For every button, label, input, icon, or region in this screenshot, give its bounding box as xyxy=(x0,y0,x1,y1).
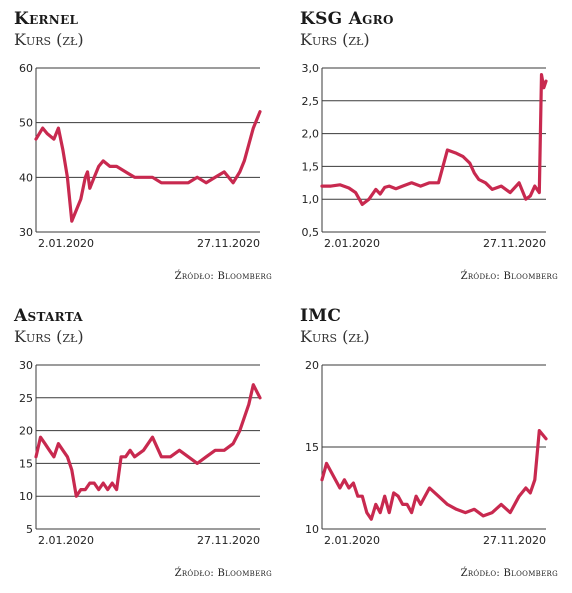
y-tick-label: 2,0 xyxy=(302,128,320,141)
y-tick-label: 15 xyxy=(305,441,319,454)
y-tick-label: 25 xyxy=(19,392,33,405)
x-tick-label: 27.11.2020 xyxy=(197,534,260,547)
y-tick-label: 20 xyxy=(305,359,319,372)
chart-plot: 30 40 50 60 2.01.2020 27.11.2020 xyxy=(19,62,262,250)
y-tick-label: 1,0 xyxy=(302,193,320,206)
y-tick-label: 10 xyxy=(305,523,319,536)
source-note: Źródło: Bloomberg xyxy=(460,271,558,282)
y-tick-label: 5 xyxy=(26,523,33,536)
source-note: Źródło: Bloomberg xyxy=(174,271,272,282)
y-tick-label: 20 xyxy=(19,425,33,438)
x-tick-label: 2.01.2020 xyxy=(38,534,94,547)
y-tick-label: 0,5 xyxy=(302,226,320,239)
chart-ylabel: Kurs (zł) xyxy=(300,30,370,49)
y-tick-label: 15 xyxy=(19,457,33,470)
y-tick-label: 60 xyxy=(19,62,33,75)
series-line xyxy=(320,429,548,521)
y-tick-label: 30 xyxy=(19,226,33,239)
chart-title: Kernel xyxy=(14,9,79,29)
series-line xyxy=(34,110,262,223)
y-tick-label: 40 xyxy=(19,171,33,184)
x-tick-label: 2.01.2020 xyxy=(324,237,380,250)
series-line xyxy=(320,72,548,206)
chart-panel-kernel: Kernel Kurs (zł) 30 40 50 60 2.01.2020 27.11.… xyxy=(0,0,286,296)
y-tick-label: 10 xyxy=(19,490,33,503)
source-note: Źródło: Bloomberg xyxy=(460,568,558,579)
chart-plot: 10 15 20 2.01.2020 27.11.2020 xyxy=(305,359,548,547)
y-tick-label: 3,0 xyxy=(302,62,320,75)
x-tick-label: 27.11.2020 xyxy=(483,534,546,547)
chart-title: IMC xyxy=(300,306,342,326)
chart-panel-astarta: Astarta Kurs (zł) 5 10 15 20 25 30 2.01.2020 27… xyxy=(0,297,286,593)
y-tick-label: 50 xyxy=(19,117,33,130)
x-tick-label: 2.01.2020 xyxy=(38,237,94,250)
chart-panel-ksg-agro: KSG Agro Kurs (zł) 0,5 1,0 1,5 2,0 2,5 3,0 2.0… xyxy=(286,0,572,296)
x-tick-label: 27.11.2020 xyxy=(197,237,260,250)
chart-plot: 5 10 15 20 25 30 2.01.2020 27.11.2020 xyxy=(19,359,262,547)
chart-title: Astarta xyxy=(14,306,83,326)
chart-ylabel: Kurs (zł) xyxy=(300,327,370,346)
y-tick-label: 2,5 xyxy=(302,95,320,108)
chart-plot: 0,5 1,0 1,5 2,0 2,5 3,0 2.01.2020 27.11.2020 xyxy=(302,62,548,250)
chart-ylabel: Kurs (zł) xyxy=(14,30,84,49)
x-tick-label: 2.01.2020 xyxy=(324,534,380,547)
series-line xyxy=(34,383,262,498)
y-tick-label: 1,5 xyxy=(302,160,320,173)
source-note: Źródło: Bloomberg xyxy=(174,568,272,579)
chart-panel-imc: IMC Kurs (zł) 10 15 20 2.01.2020 27.11.2020 … xyxy=(286,297,572,593)
chart-title: KSG Agro xyxy=(300,9,394,29)
chart-ylabel: Kurs (zł) xyxy=(14,327,84,346)
x-tick-label: 27.11.2020 xyxy=(483,237,546,250)
y-tick-label: 30 xyxy=(19,359,33,372)
